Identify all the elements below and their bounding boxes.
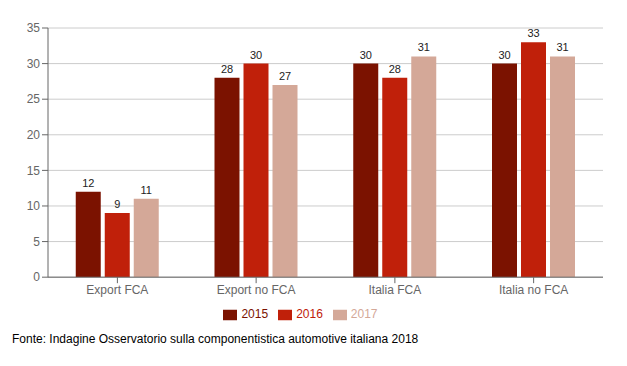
svg-text:20: 20 xyxy=(27,128,41,142)
svg-text:Italia FCA: Italia FCA xyxy=(369,283,422,297)
svg-text:30: 30 xyxy=(360,49,372,61)
svg-text:31: 31 xyxy=(556,41,568,53)
svg-text:35: 35 xyxy=(27,21,41,35)
svg-text:33: 33 xyxy=(527,27,539,39)
svg-text:28: 28 xyxy=(389,63,401,75)
svg-text:0: 0 xyxy=(33,270,40,284)
svg-text:31: 31 xyxy=(418,41,430,53)
html-text:Fonte: Indagine Osservatorio s: Fonte: Indagine Osservatorio sulla compo… xyxy=(12,332,419,346)
html-text:2015: 2015 xyxy=(241,307,269,322)
svg-text:5: 5 xyxy=(33,235,40,249)
svg-text:12: 12 xyxy=(82,177,94,189)
svg-text:30: 30 xyxy=(27,57,41,71)
svg-text:25: 25 xyxy=(27,92,41,106)
svg-text:Export no FCA: Export no FCA xyxy=(217,283,296,297)
html-text:2017: 2017 xyxy=(350,307,378,322)
svg-text:30: 30 xyxy=(250,49,262,61)
svg-text:27: 27 xyxy=(279,70,291,82)
svg-text:15: 15 xyxy=(27,164,41,178)
svg-text:10: 10 xyxy=(27,199,41,213)
svg-text:Export FCA: Export FCA xyxy=(86,283,148,297)
svg-text:Italia no FCA: Italia no FCA xyxy=(499,283,568,297)
svg-text:30: 30 xyxy=(498,49,510,61)
svg-text:11: 11 xyxy=(141,184,152,196)
svg-text:28: 28 xyxy=(221,63,233,75)
html-text:2016: 2016 xyxy=(296,307,323,322)
svg-text:9: 9 xyxy=(114,198,120,210)
